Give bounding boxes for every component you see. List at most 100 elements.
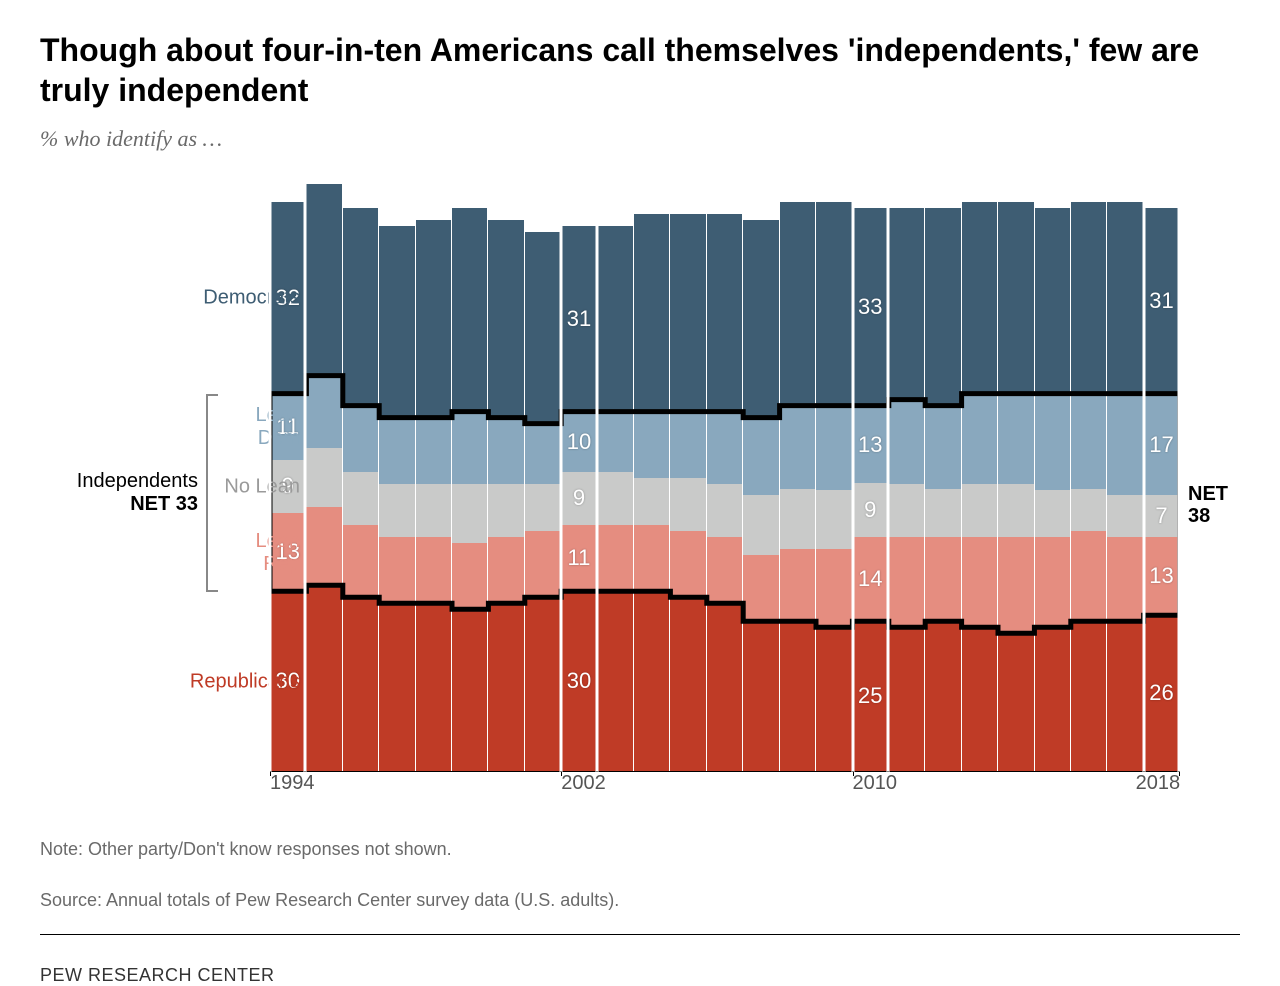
segment-rep: [1071, 621, 1106, 771]
segment-rep: [598, 591, 633, 771]
segment-no_lean: [889, 484, 924, 538]
year-column: 251491333: [853, 172, 889, 771]
segment-lean_rep: [743, 555, 778, 621]
segment-lean_dem: [379, 418, 414, 484]
net-label-left: Independents NET 33: [0, 470, 198, 516]
segment-rep: [670, 597, 705, 771]
year-column: [488, 172, 524, 771]
independents-word: Independents: [77, 470, 198, 492]
chart-plot-area: 301391132301191031251491333261371731: [270, 172, 1180, 772]
segment-dem: [1035, 208, 1070, 394]
year-column: [1107, 172, 1143, 771]
segment-rep: [306, 585, 341, 771]
bar-value-label: 31: [1149, 288, 1173, 314]
segment-no_lean: [306, 448, 341, 508]
segment-dem: [707, 214, 742, 412]
segment-lean_dem: [416, 418, 451, 484]
label-republicans: Republicans: [80, 671, 300, 694]
segment-lean_rep: [452, 543, 487, 609]
segment-lean_dem: [343, 406, 378, 472]
label-democrats: Democrats: [80, 287, 300, 310]
left-axis-labels: Democrats LeanDem No Lean LeanRep Republ…: [40, 172, 260, 772]
segment-lean_rep: [1071, 531, 1106, 621]
year-column: [1071, 172, 1107, 771]
segment-lean_dem: [889, 400, 924, 484]
segment-rep: [816, 627, 851, 771]
segment-rep: [379, 603, 414, 771]
bar-value-label: 17: [1149, 432, 1173, 458]
segment-rep: [743, 621, 778, 771]
segment-no_lean: [780, 489, 815, 549]
segment-lean_dem: [962, 394, 997, 484]
chart-note: Note: Other party/Don't know responses n…: [40, 836, 1240, 863]
segment-no_lean: [743, 495, 778, 555]
segment-no_lean: [416, 484, 451, 538]
right-axis-labels: NET 38: [1180, 172, 1240, 772]
segment-dem: [379, 226, 414, 418]
segment-lean_rep: [306, 507, 341, 585]
segment-dem: [598, 226, 633, 412]
bar-value-label: 11: [568, 545, 591, 571]
segment-no_lean: [598, 472, 633, 526]
segment-no_lean: [488, 484, 523, 538]
year-column: [998, 172, 1034, 771]
segment-no_lean: [1035, 490, 1070, 538]
segment-rep: [416, 603, 451, 771]
segment-lean_dem: [488, 418, 523, 484]
year-column: [452, 172, 488, 771]
segment-no_lean: [925, 489, 960, 537]
year-column: [634, 172, 670, 771]
label-lean-rep: LeanRep: [80, 530, 300, 576]
segment-dem: [1107, 202, 1142, 394]
chart-title: Though about four-in-ten Americans call …: [40, 30, 1240, 110]
segment-lean_rep: [379, 537, 414, 603]
bar-value-label: 7: [1155, 503, 1167, 529]
segment-lean_dem: [525, 424, 560, 484]
segment-lean_rep: [816, 549, 851, 627]
segment-dem: [925, 208, 960, 406]
segment-lean_rep: [416, 537, 451, 603]
bar-value-label: 9: [864, 497, 876, 523]
year-column: [925, 172, 961, 771]
segment-lean_rep: [889, 537, 924, 627]
segment-no_lean: [634, 478, 669, 526]
segment-dem: [343, 208, 378, 406]
year-column: [1035, 172, 1071, 771]
segment-rep: [488, 603, 523, 771]
segment-lean_rep: [634, 525, 669, 591]
segment-dem: [743, 220, 778, 418]
segment-lean_rep: [488, 537, 523, 603]
bar-value-label: 13: [858, 432, 882, 458]
segment-dem: [634, 214, 669, 412]
segment-lean_rep: [343, 525, 378, 597]
segment-lean_rep: [962, 537, 997, 627]
bar-value-label: 31: [567, 306, 591, 332]
segment-lean_dem: [780, 406, 815, 490]
segment-lean_dem: [925, 406, 960, 490]
year-column: [343, 172, 379, 771]
segment-dem: [306, 184, 341, 376]
bar-value-label: 30: [567, 668, 591, 694]
segment-rep: [707, 603, 742, 771]
segment-dem: [998, 202, 1033, 394]
segment-dem: [416, 220, 451, 418]
year-column: 30 11 9 10 31: [561, 172, 597, 771]
net-word-right: NET: [1188, 483, 1228, 505]
segment-no_lean: [998, 484, 1033, 538]
segment-dem: [670, 214, 705, 412]
segment-rep: [452, 609, 487, 771]
chart-container: 301391132301191031251491333261371731 Dem…: [220, 172, 1180, 812]
year-column: [416, 172, 452, 771]
segment-lean_rep: [525, 531, 560, 597]
segment-lean_rep: [598, 525, 633, 591]
segment-lean_rep: [670, 531, 705, 597]
segment-lean_dem: [707, 412, 742, 484]
segment-lean_dem: [598, 412, 633, 472]
year-column: [598, 172, 634, 771]
x-axis: 1994200220102018: [270, 772, 1180, 812]
segment-lean_dem: [816, 406, 851, 490]
segment-lean_dem: [1107, 394, 1142, 496]
bar-value-label: 9: [573, 485, 585, 511]
segment-rep: [343, 597, 378, 771]
bar-value-label: 10: [567, 429, 591, 455]
